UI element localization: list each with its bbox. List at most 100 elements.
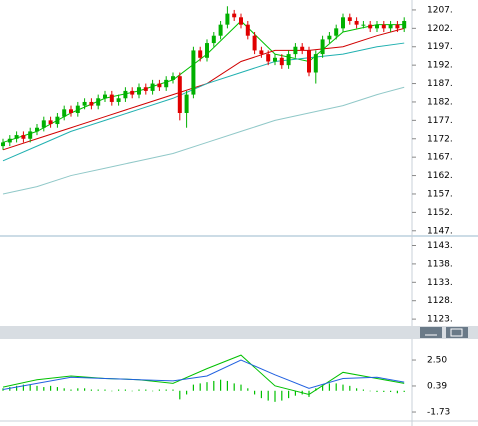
histogram-bar — [138, 389, 140, 391]
candle-body — [266, 54, 271, 62]
histogram-bar — [396, 390, 398, 394]
candle-body — [354, 20, 359, 25]
histogram-bar — [356, 388, 358, 391]
histogram-bar — [165, 389, 167, 391]
candle-body — [130, 90, 135, 95]
candle-body — [21, 135, 26, 139]
histogram-bar — [111, 390, 113, 392]
y-tick-label: 2.50 — [427, 356, 447, 366]
candle-body — [171, 76, 175, 80]
histogram-bar — [50, 385, 52, 391]
candle-body — [184, 94, 189, 113]
indicator-line — [2, 354, 405, 395]
histogram-bar — [172, 389, 174, 391]
candle-body — [7, 138, 12, 143]
candle-body — [103, 94, 107, 99]
histogram-bar — [90, 389, 92, 391]
histogram-bar — [213, 380, 215, 391]
histogram-bar — [376, 390, 378, 392]
histogram-bar — [84, 388, 86, 391]
y-tick-label: -1.73 — [427, 408, 450, 418]
histogram-bar — [29, 384, 31, 391]
candle-body — [395, 24, 400, 29]
candle-body — [218, 24, 223, 36]
histogram-bar — [247, 388, 249, 391]
candle-body — [375, 24, 379, 29]
candle-body — [41, 120, 46, 128]
histogram-bar — [124, 389, 126, 391]
candle-body — [89, 101, 94, 106]
histogram-bar — [281, 390, 283, 401]
candle-body — [320, 39, 325, 55]
candle-body — [14, 135, 19, 139]
y-tick-label: 1187. — [427, 79, 453, 89]
y-tick-label: 1167. — [427, 153, 453, 163]
candle-body — [327, 35, 332, 40]
histogram-bar — [362, 389, 364, 391]
y-tick-label: 1143. — [427, 241, 453, 251]
y-tick-label: 1207. — [427, 5, 453, 15]
y-tick-label: 1177. — [427, 116, 453, 126]
histogram-bar — [328, 383, 330, 391]
histogram-bar — [349, 385, 351, 391]
y-tick-label: 1192. — [427, 61, 453, 71]
histogram-bar — [179, 390, 181, 400]
y-tick-label: 1157. — [427, 189, 453, 199]
candle-body — [361, 24, 366, 26]
histogram-bar — [199, 383, 201, 391]
histogram-bar — [254, 390, 256, 395]
histogram-bar — [220, 379, 222, 391]
histogram-bar — [390, 390, 392, 392]
candle-body — [150, 83, 155, 91]
candle-body — [75, 105, 80, 113]
histogram-bar — [308, 390, 310, 397]
candle-body — [293, 46, 298, 55]
histogram-bar — [145, 389, 147, 391]
histogram-bar — [70, 389, 72, 391]
histogram-bar — [118, 389, 120, 391]
histogram-bar — [260, 390, 262, 399]
histogram-bar — [342, 384, 344, 391]
histogram-bar — [63, 388, 65, 391]
candle-body — [239, 17, 243, 25]
maximize-button[interactable] — [446, 327, 468, 338]
minimize-button[interactable] — [420, 327, 442, 338]
y-tick-label: 1182. — [427, 97, 453, 107]
candle-body — [259, 50, 264, 55]
candle-body — [137, 87, 141, 95]
histogram-bar — [206, 382, 208, 391]
candle-body — [368, 24, 373, 29]
candle-body — [198, 50, 203, 58]
histogram-bar — [322, 385, 324, 391]
histogram-bar — [186, 390, 188, 395]
histogram-bar — [233, 383, 235, 391]
histogram-bar — [56, 387, 58, 391]
candle-body — [347, 17, 352, 21]
y-tick-label: 1147. — [427, 226, 453, 236]
candle-body — [211, 35, 216, 44]
histogram-bar — [131, 390, 133, 392]
histogram-bar — [104, 389, 106, 391]
candle-body — [62, 109, 67, 117]
y-tick-label: 1128. — [427, 296, 453, 306]
candle-body — [96, 98, 101, 106]
candle-body — [109, 94, 114, 102]
candle-body — [300, 46, 305, 51]
y-tick-label: 0.39 — [427, 381, 447, 391]
subwindow-header — [0, 326, 478, 339]
y-tick-label: 1197. — [427, 42, 453, 52]
histogram-bar — [192, 384, 194, 391]
histogram-bar — [226, 380, 228, 391]
candle-body — [55, 116, 60, 125]
histogram-bar — [335, 383, 337, 391]
candle-body — [69, 109, 73, 113]
candle-body — [313, 54, 318, 73]
candle-body — [35, 127, 39, 132]
candle-body — [279, 57, 284, 66]
histogram-bar — [152, 390, 154, 392]
candle-body — [334, 28, 339, 36]
candle-body — [402, 20, 407, 29]
histogram-bar — [288, 390, 290, 399]
histogram-bar — [267, 390, 269, 401]
